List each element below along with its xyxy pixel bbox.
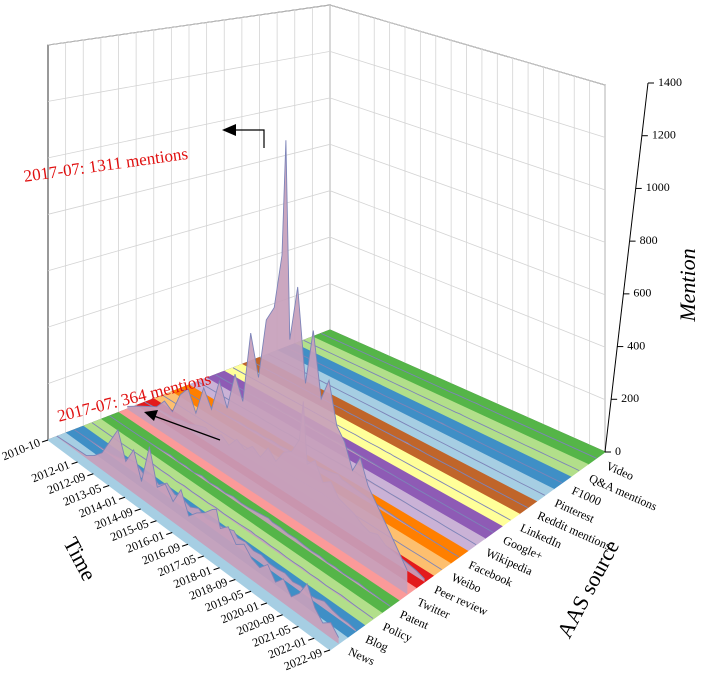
area-fill: [109, 415, 391, 607]
plot-area: [46, 140, 606, 651]
area-fill: [56, 429, 339, 644]
y-tick-label: 1200: [652, 127, 676, 141]
x-tick: [323, 649, 331, 653]
x-tick: [181, 543, 189, 547]
x-tick: [41, 439, 49, 443]
source-strip: [46, 432, 349, 651]
y-tick-label: 1000: [646, 180, 670, 194]
x-tick: [229, 579, 236, 582]
y-tick-label: 200: [621, 391, 639, 405]
y-tick-label: 400: [627, 338, 645, 352]
y-tick-label: 0: [615, 444, 621, 458]
x-tick: [244, 590, 252, 594]
x-tick: [292, 626, 299, 629]
x-tick: [71, 461, 78, 465]
x-tick: [308, 637, 315, 641]
ridge-line: [109, 415, 391, 607]
x-tick: [166, 532, 173, 535]
y-tick-label: 800: [640, 233, 658, 247]
annotation-arrow: [144, 124, 265, 441]
x-tick: [134, 508, 141, 512]
x-tick: [102, 485, 110, 488]
ridge-line: [127, 140, 408, 571]
ridge-line: [285, 346, 563, 484]
area-fill: [127, 140, 408, 595]
ridge-line: [303, 339, 580, 472]
ridge-line: [321, 332, 597, 459]
x-tick: [87, 473, 94, 477]
x-tick: [118, 496, 126, 500]
area-fill: [92, 422, 373, 620]
depth-axis-title: AAS source: [552, 536, 624, 642]
x-tick-label: 2010-10: [0, 435, 42, 463]
x-axis-title: Time: [58, 533, 102, 585]
y-axis-title: Mention: [675, 248, 700, 322]
walls: [47, 4, 606, 453]
x-tick: [276, 614, 283, 618]
y-tick-label: 1400: [658, 75, 682, 89]
y-axis: [604, 82, 649, 453]
x-tick: [197, 555, 204, 559]
y-tick-label: 600: [633, 286, 651, 300]
ridge-line: [56, 428, 339, 638]
x-tick: [150, 520, 157, 524]
x-tick: [213, 567, 220, 571]
x-tick: [260, 602, 268, 606]
